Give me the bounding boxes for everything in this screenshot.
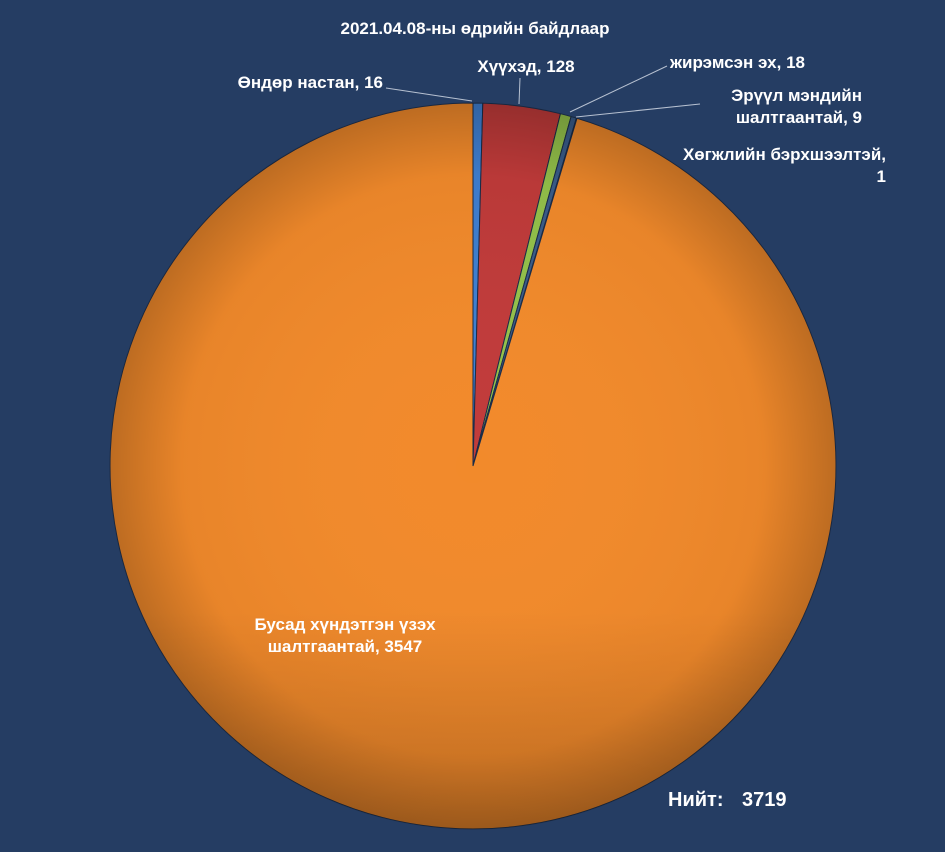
slice-label-3: Эрүүл мэндийн шалтгаантай, 9: [731, 86, 862, 127]
slice-label-2: жирэмсэн эх, 18: [669, 53, 805, 72]
chart-title: 2021.04.08-ны өдрийн байдлаар: [341, 19, 610, 38]
slice-labels: Өндөр настан, 16 Хүүхэд, 128 жирэмсэн эх, …: [238, 53, 886, 656]
pie-bottom-shading: [110, 103, 836, 829]
slice-label-4: Хөгжлийн бэрхшээлтэй, 1: [683, 145, 886, 186]
pie-slices: [109, 102, 837, 830]
leader-line-3: [575, 103, 701, 118]
total-value: 3719: [742, 789, 787, 811]
total-label: Нийт:: [668, 789, 724, 811]
slice-label-0: Өндөр настан, 16: [238, 73, 383, 92]
leader-line-2: [569, 65, 668, 113]
leader-line-0: [385, 87, 473, 102]
leader-line-1: [518, 77, 521, 105]
slice-label-1: Хүүхэд, 128: [477, 57, 574, 76]
slice-label-5: Бусад хүндэтгэн үзэх шалтгаантай, 3547: [254, 615, 436, 656]
leader-lines: [385, 65, 701, 118]
